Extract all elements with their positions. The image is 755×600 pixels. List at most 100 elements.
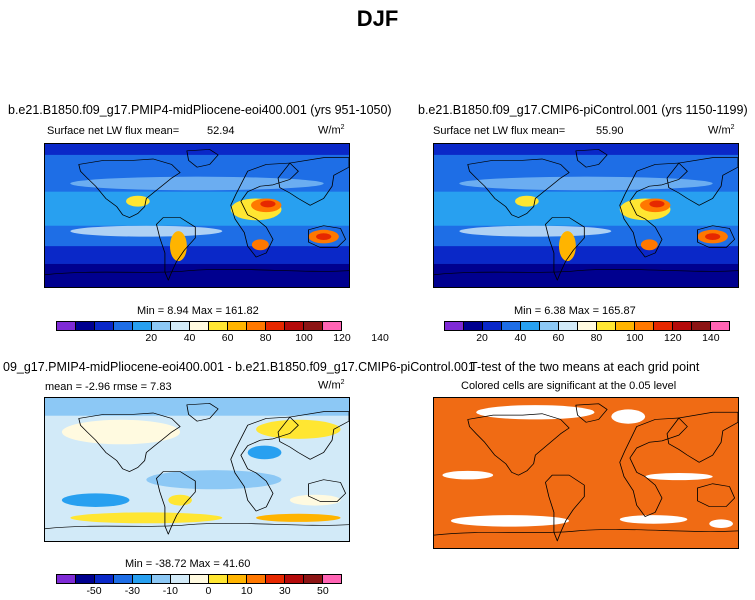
tick-label: 40 <box>183 332 196 344</box>
minmax-top-left: Min = 8.94 Max = 161.82 <box>137 305 259 317</box>
panel-title-top-right: b.e21.B1850.f09_g17.CMIP6-piControl.001 … <box>418 103 748 117</box>
tick-label: 10 <box>240 585 253 597</box>
colorbar-swatch <box>635 322 654 330</box>
units-text: W/m <box>318 124 341 137</box>
colorbar-swatch <box>285 322 304 330</box>
units-bottom-left: W/m2 <box>318 379 345 392</box>
colorbar-swatch <box>483 322 502 330</box>
units-exponent: 2 <box>730 124 735 131</box>
tick-label: 100 <box>625 332 644 344</box>
units-text: W/m <box>318 379 341 392</box>
colorbar-swatch <box>521 322 540 330</box>
colorbar-swatch <box>228 322 247 330</box>
colorbar-swatch <box>114 322 133 330</box>
colorbar-swatches <box>444 321 730 331</box>
units-top-right: W/m2 <box>708 124 735 137</box>
significance-note: Colored cells are significant at the 0.0… <box>461 380 677 392</box>
tick-label: 140 <box>371 332 389 344</box>
colorbar-swatch <box>654 322 673 330</box>
units-exponent: 2 <box>340 379 345 386</box>
colorbar-swatch <box>228 575 247 583</box>
colorbar-ticks-top-right: 20 40 60 80 100 120 140 <box>444 332 730 346</box>
tick-label: -30 <box>124 585 140 597</box>
colorbar-swatch <box>171 575 190 583</box>
units-exponent: 2 <box>340 124 345 131</box>
colorbar-swatch <box>114 575 133 583</box>
colorbar-swatch <box>692 322 711 330</box>
tick-label: 80 <box>590 332 603 344</box>
colorbar-swatch <box>133 322 152 330</box>
tick-label: 100 <box>295 332 313 344</box>
figure-title: DJF <box>356 6 399 31</box>
colorbar-swatch <box>152 575 171 583</box>
colorbar-swatches <box>56 321 342 331</box>
colorbar-swatch <box>559 322 578 330</box>
tick-label: 20 <box>476 332 488 344</box>
colorbar-ticks-top-left: 20 40 60 80 100 120 140 <box>56 332 388 346</box>
colorbar-swatch <box>597 322 616 330</box>
colorbar-swatch <box>95 322 114 330</box>
colorbar-swatch <box>57 575 76 583</box>
tick-label: 30 <box>278 585 291 597</box>
tick-label: 50 <box>316 585 329 597</box>
colorbar-swatch <box>578 322 597 330</box>
colorbar-swatch <box>285 575 304 583</box>
colorbar-swatch <box>76 322 95 330</box>
colorbar-swatch <box>540 322 559 330</box>
tick-label: -10 <box>162 585 178 597</box>
colorbar-ticks-bottom-left: -50 -30 -10 0 10 30 50 <box>56 585 342 599</box>
map-bottom-right <box>433 397 739 549</box>
colorbar-swatch <box>57 322 76 330</box>
tick-label: 60 <box>552 332 565 344</box>
map-top-right <box>433 143 739 288</box>
colorbar-swatch <box>209 575 228 583</box>
colorbar-swatch <box>76 575 95 583</box>
colorbar-swatch <box>133 575 152 583</box>
colorbar-swatches <box>56 574 342 584</box>
colorbar-swatch <box>445 322 464 330</box>
subtitle-label-top-left: Surface net LW flux mean= <box>47 125 180 137</box>
tick-label: -50 <box>86 585 102 597</box>
panel-title-bottom-left: 09_g17.PMIP4-midPliocene-eoi400.001 - b.… <box>3 360 475 374</box>
tick-label: 0 <box>205 585 212 597</box>
panel-title-top-left: b.e21.B1850.f09_g17.PMIP4-midPliocene-eo… <box>8 103 392 117</box>
tick-label: 40 <box>514 332 527 344</box>
subtitle-value-top-right: 55.90 <box>596 125 624 137</box>
tick-label: 120 <box>664 332 682 344</box>
panel-title-bottom-right: T-test of the two means at each grid poi… <box>470 360 700 374</box>
colorbar-bottom-left <box>56 574 342 584</box>
colorbar-swatch <box>304 322 323 330</box>
units-top-left: W/m2 <box>318 124 345 137</box>
colorbar-swatch <box>190 322 209 330</box>
colorbar-swatch <box>95 575 114 583</box>
colorbar-swatch <box>209 322 228 330</box>
minmax-bottom-left: Min = -38.72 Max = 41.60 <box>125 558 251 570</box>
subtitle-value-top-left: 52.94 <box>207 125 235 137</box>
subtitle-label-top-right: Surface net LW flux mean= <box>433 125 566 137</box>
colorbar-swatch <box>247 322 266 330</box>
colorbar-swatch <box>266 322 285 330</box>
units-text: W/m <box>708 124 731 137</box>
colorbar-swatch <box>323 575 341 583</box>
colorbar-swatch <box>616 322 635 330</box>
colorbar-swatch <box>711 322 729 330</box>
tick-label: 140 <box>702 332 720 344</box>
colorbar-swatch <box>247 575 266 583</box>
tick-label: 80 <box>259 332 272 344</box>
colorbar-swatch <box>464 322 483 330</box>
tick-label: 120 <box>333 332 351 344</box>
colorbar-swatch <box>190 575 209 583</box>
map-top-left <box>44 143 350 288</box>
tick-label: 20 <box>145 332 158 344</box>
colorbar-swatch <box>152 322 171 330</box>
colorbar-top-left <box>56 321 342 331</box>
colorbar-swatch <box>673 322 692 330</box>
colorbar-swatch <box>323 322 341 330</box>
colorbar-top-right <box>444 321 730 331</box>
stats-bottom-left: mean = -2.96 rmse = 7.83 <box>45 381 172 393</box>
colorbar-swatch <box>171 322 190 330</box>
minmax-top-right: Min = 6.38 Max = 165.87 <box>514 305 636 317</box>
tick-label: 60 <box>221 332 234 344</box>
colorbar-swatch <box>304 575 323 583</box>
map-bottom-left <box>44 397 350 542</box>
